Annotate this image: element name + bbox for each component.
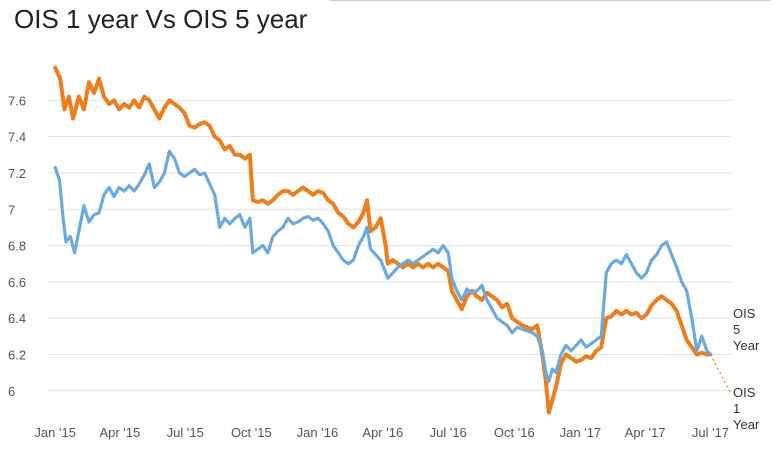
y-tick-label: 7.4 bbox=[8, 130, 26, 145]
y-axis-tick-labels: 6 6.2 6.4 6.6 6.8 7 7.2 7.4 7.6 bbox=[8, 93, 26, 398]
x-tick-label: Oct '15 bbox=[231, 425, 272, 440]
series-end-labels: OIS 5 Year OIS 1 Year bbox=[733, 306, 760, 432]
series-label-ois-1-year: OIS 1 Year bbox=[733, 385, 760, 432]
series-line-ois-1-year bbox=[53, 149, 713, 384]
y-tick-label: 6.8 bbox=[8, 239, 26, 254]
y-tick-label: 6.6 bbox=[8, 275, 26, 290]
y-tick-label: 7 bbox=[8, 202, 15, 217]
y-tick-label: 7.2 bbox=[8, 166, 26, 181]
x-tick-label: Apr '16 bbox=[362, 425, 403, 440]
chart-title: OIS 1 year Vs OIS 5 year bbox=[14, 4, 308, 34]
y-tick-label: 6.4 bbox=[8, 311, 26, 326]
x-tick-label: Oct '16 bbox=[494, 425, 535, 440]
y-tick-label: 6.2 bbox=[8, 347, 26, 362]
y-tick-label: 6 bbox=[8, 384, 15, 399]
series-lines bbox=[53, 65, 713, 415]
x-axis-tick-labels: Jan '15 Apr '15 Jul '15 Oct '15 Jan '16 Apr '… bbox=[34, 425, 729, 440]
series-label-ois-5-year: OIS 5 Year bbox=[733, 306, 760, 353]
x-tick-label: Jul '15 bbox=[167, 425, 204, 440]
x-tick-label: Jan '15 bbox=[34, 425, 76, 440]
label-leader-lines bbox=[709, 354, 731, 393]
x-tick-label: Jan '16 bbox=[297, 425, 339, 440]
x-tick-label: Jul '17 bbox=[692, 425, 729, 440]
x-tick-label: Apr '17 bbox=[625, 425, 666, 440]
gridlines bbox=[48, 99, 732, 392]
label-leader-ois-1-year bbox=[709, 354, 731, 393]
x-tick-label: Jan '17 bbox=[560, 425, 602, 440]
top-divider bbox=[330, 0, 770, 1]
x-tick-label: Apr '15 bbox=[99, 425, 140, 440]
y-tick-label: 7.6 bbox=[8, 93, 26, 108]
series-line-ois-5-year bbox=[53, 65, 713, 415]
x-tick-label: Jul '16 bbox=[430, 425, 467, 440]
